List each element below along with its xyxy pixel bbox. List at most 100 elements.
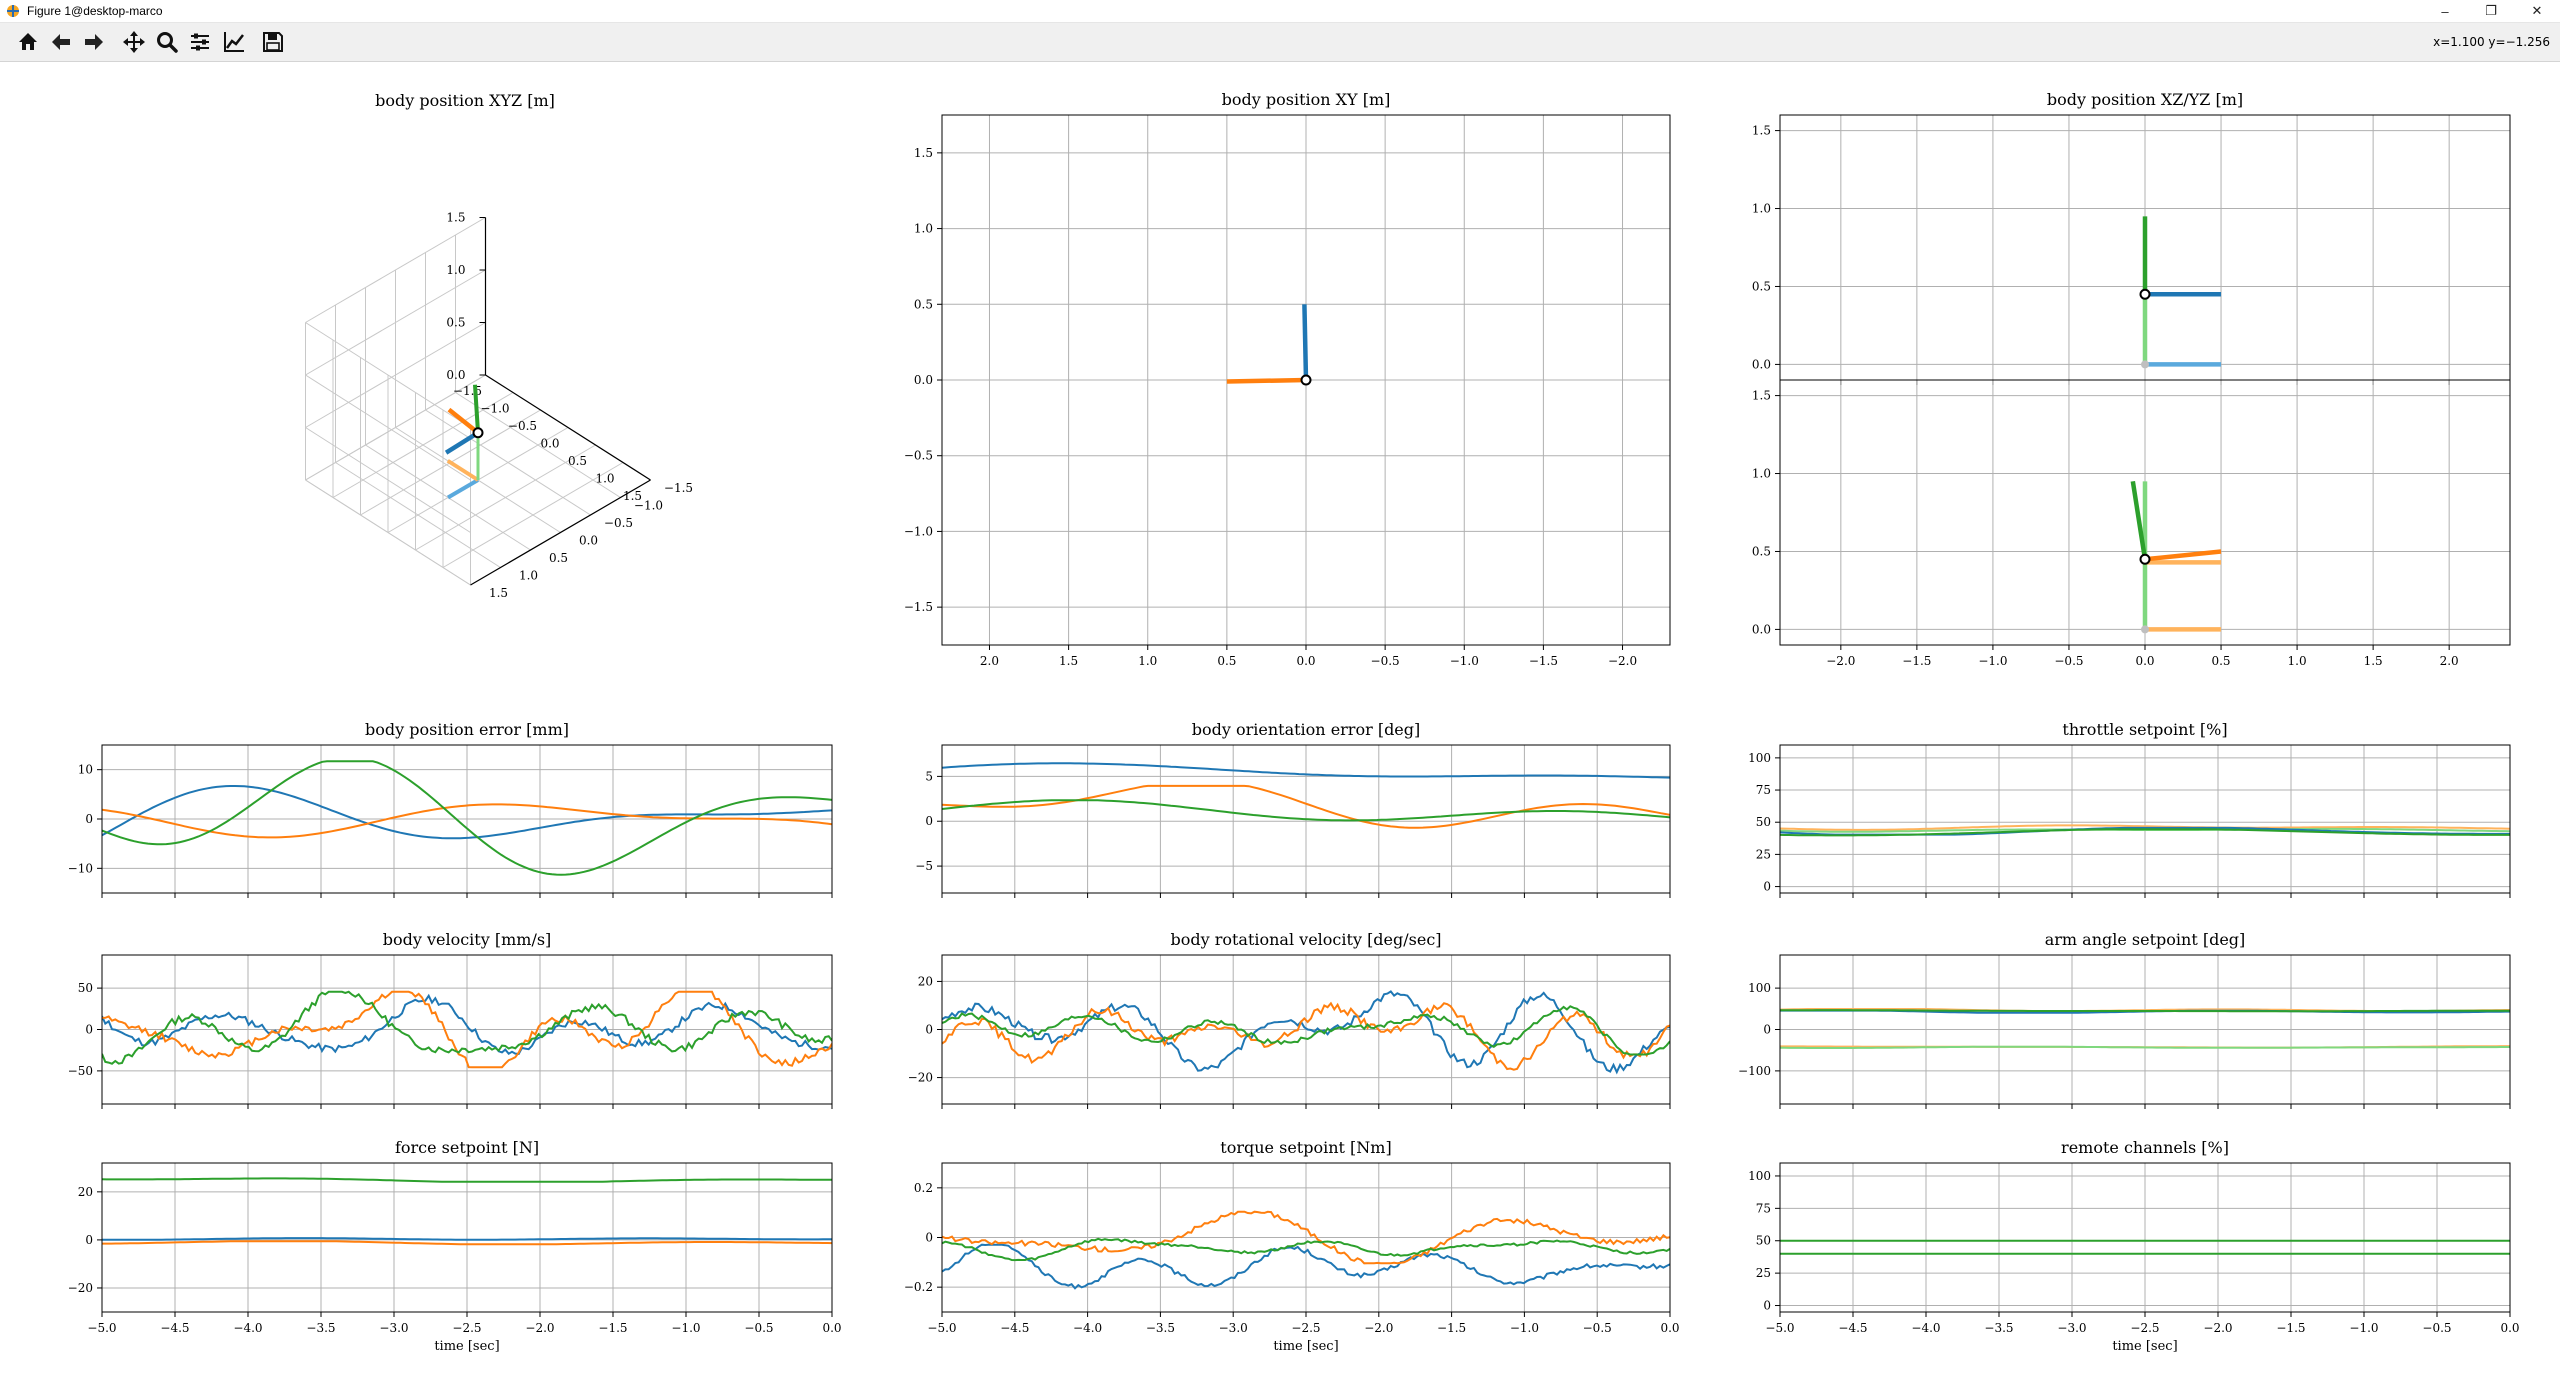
y-tick-label: −1.0	[634, 499, 663, 513]
y-tick-label: 1.5	[1752, 124, 1771, 138]
x-tick-label: −1.0	[2349, 1321, 2378, 1335]
x-tick-label: −2.5	[452, 1321, 481, 1335]
y-tick-label: −20	[908, 1071, 933, 1085]
x-tick-label: 0.0	[2135, 654, 2154, 668]
y-tick-label: 0	[1763, 1023, 1771, 1037]
minimize-button[interactable]: –	[2441, 3, 2449, 19]
axes-frame	[101, 954, 833, 1105]
y-tick-label: 75	[1756, 783, 1771, 797]
x-tick-label: −4.5	[1838, 1321, 1867, 1335]
chart-line-icon	[224, 32, 244, 52]
x-tick-label: −2.0	[2203, 1321, 2232, 1335]
xy-chart: 2.0 1.5 1.0 0.5 0.0 −0.5 −1.0 −1.5 −2.0 −1.5 −1.0 −…	[904, 90, 1671, 668]
x-axis-label: time [sec]	[434, 1339, 499, 1354]
force-chart: −5.0 −4.5 −4.0 −3.5 −3.0 −2.5 −2.0 −1.5 −1.0 −0.5…	[68, 1138, 842, 1354]
figure-canvas[interactable]: −10 0 10 body position error [mm] −5 0 5 body o…	[0, 62, 2560, 1392]
chart-title: body velocity [mm/s]	[383, 930, 552, 949]
sliders-icon	[191, 33, 209, 51]
y-tick-label: 0.0	[914, 373, 933, 387]
series-line	[102, 1177, 832, 1183]
series-line	[102, 785, 832, 840]
y-tick-label: 50	[1756, 1234, 1771, 1248]
arm-chart: −100 0 100 arm angle setpoint [deg]	[1738, 930, 2511, 1109]
zoom-button[interactable]	[152, 28, 182, 56]
y-tick-label: 0	[85, 1023, 93, 1037]
pan-button[interactable]	[119, 28, 149, 56]
x-tick-label: −5.0	[87, 1321, 116, 1335]
subplots-button[interactable]	[185, 28, 215, 56]
series-line	[942, 1237, 1670, 1262]
y-tick-label: 0	[85, 812, 93, 826]
x-tick-label: 0.0	[822, 1321, 841, 1335]
y-tick-label: 25	[1756, 847, 1771, 861]
x-tick-label: −3.5	[1984, 1321, 2013, 1335]
y-tick-label: 0.0	[1752, 622, 1771, 636]
y-tick-label: 1.0	[914, 222, 933, 236]
x-tick-label: 0.5	[2211, 654, 2230, 668]
y-tick-label: −1.5	[904, 600, 933, 614]
xz-chart: 0.0 0.5 1.0 1.5 body position XZ/YZ [m]	[1752, 90, 2511, 385]
home-icon	[19, 33, 37, 50]
axes-frame	[941, 1162, 1671, 1313]
body-axis-segment	[444, 430, 480, 455]
arrow-right-icon	[85, 34, 103, 50]
axis-line	[485, 374, 651, 481]
axes-frame	[1779, 954, 2511, 1105]
y-tick-label: 1.5	[1752, 389, 1771, 403]
axes-frame	[101, 744, 833, 894]
axes-frame	[1779, 379, 2511, 646]
z-tick-label: 1.5	[446, 211, 465, 225]
z-tick-label: 0.5	[446, 316, 465, 330]
close-button[interactable]: ✕	[2531, 3, 2543, 18]
body-marker	[2139, 553, 2151, 565]
x-tick-label: 2.0	[980, 654, 999, 668]
x-tick-label: −1.0	[1978, 654, 2007, 668]
x-tick-label: −1.5	[1902, 654, 1931, 668]
x-tick-label: −4.0	[233, 1321, 262, 1335]
x-axis-label: time [sec]	[2112, 1339, 2177, 1354]
restore-button[interactable]: ❐	[2485, 3, 2497, 18]
arrow-left-icon	[52, 34, 70, 50]
x-tick-label: 1.0	[2288, 654, 2307, 668]
axes-button[interactable]	[219, 28, 249, 56]
y-tick-label: 0.0	[579, 534, 598, 548]
x-tick-label: −1.0	[671, 1321, 700, 1335]
series-line	[942, 799, 1670, 822]
x-tick-label: −1.5	[1437, 1321, 1466, 1335]
x-tick-label: 1.5	[623, 489, 642, 503]
y-tick-label: −1.5	[664, 481, 693, 495]
x-tick-label: −4.0	[1911, 1321, 1940, 1335]
y-tick-label: 0.5	[914, 297, 933, 311]
x-tick-label: 1.0	[1138, 654, 1157, 668]
y-tick-label: −0.5	[604, 516, 633, 530]
save-button[interactable]	[258, 28, 288, 56]
y-tick-label: 0	[1763, 880, 1771, 894]
y-tick-label: 1.5	[489, 586, 508, 600]
y-tick-label: −1.0	[904, 524, 933, 538]
y-tick-label: −50	[68, 1064, 93, 1078]
y-tick-label: 0.5	[1752, 279, 1771, 293]
y-tick-label: 10	[78, 763, 93, 777]
x-tick-label: −1.5	[1529, 654, 1558, 668]
ori_err-chart: −5 0 5 body orientation error [deg]	[915, 720, 1671, 898]
x-tick-label: −3.0	[379, 1321, 408, 1335]
x-tick-label: 0.0	[2500, 1321, 2519, 1335]
x-tick-label: −5.0	[1765, 1321, 1794, 1335]
y-tick-label: 0	[925, 1023, 933, 1037]
forward-button[interactable]	[79, 28, 109, 56]
toolbar: x=1.100 y=−1.256	[0, 23, 2560, 62]
x-tick-label: −3.0	[2057, 1321, 2086, 1335]
home-button[interactable]	[13, 28, 43, 56]
y-tick-label: 0.2	[914, 1181, 933, 1195]
y-tick-label: 1.0	[519, 569, 538, 583]
grid-line	[442, 462, 624, 568]
chart-title: arm angle setpoint [deg]	[2045, 930, 2246, 949]
x-tick-label: 1.5	[2364, 654, 2383, 668]
window-title: Figure 1@desktop-marco	[27, 4, 163, 18]
yz-chart: −2.0 −1.5 −1.0 −0.5 0.0 0.5 1.0 1.5 2.0 0.0 0.5 1.0…	[1752, 379, 2511, 668]
x-tick-label: 2.0	[2440, 654, 2459, 668]
series-line	[102, 993, 832, 1055]
back-button[interactable]	[46, 28, 76, 56]
x-tick-label: −1.5	[2276, 1321, 2305, 1335]
